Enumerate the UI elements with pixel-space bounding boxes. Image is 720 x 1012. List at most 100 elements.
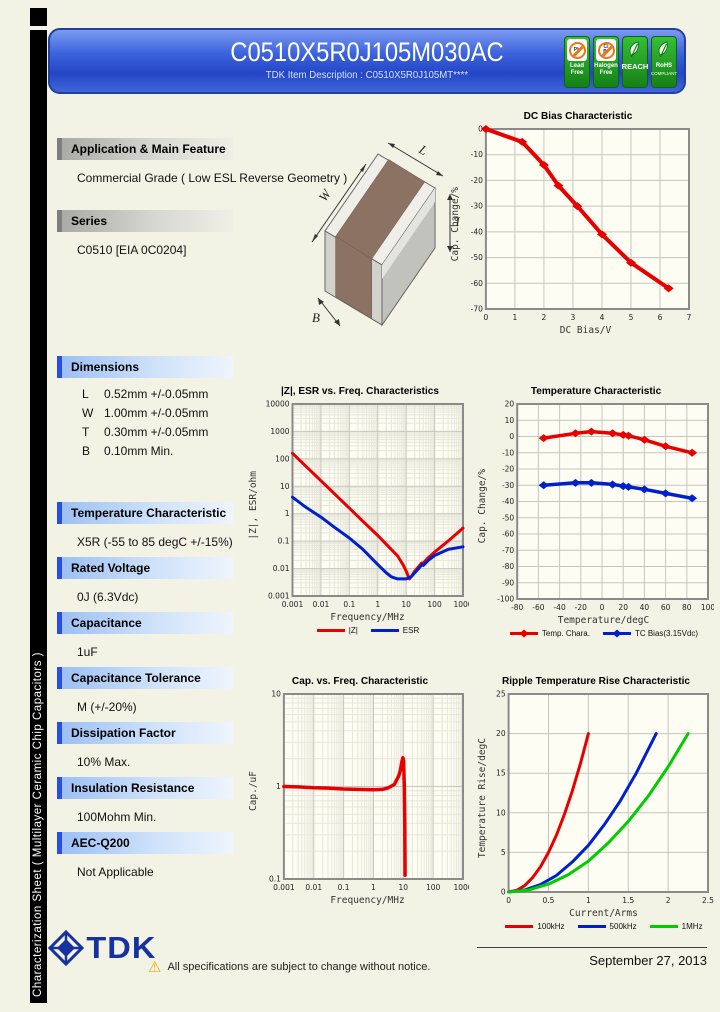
lead-free-icon: Pb (568, 41, 586, 59)
svg-text:-100: -100 (497, 595, 514, 604)
svg-text:10: 10 (280, 482, 290, 491)
section-rated-voltage: Rated Voltage 0J (6.3Vdc) (57, 557, 233, 604)
badge-reach: REACH (622, 36, 648, 88)
badge-label: Lead Free (569, 63, 584, 76)
section-insulation-resistance: Insulation Resistance 100Mohm Min. (57, 777, 233, 824)
svg-text:-30: -30 (471, 202, 483, 211)
svg-text:0.1: 0.1 (278, 537, 290, 546)
temperature-chart: Temperature Characteristic Cap. Change/%… (477, 385, 715, 638)
temp-char-body: X5R (-55 to 85 degC +/-15%) (77, 535, 233, 549)
y-axis-label: Cap. Change/% (477, 469, 488, 544)
svg-text:-60: -60 (471, 279, 483, 288)
section-capacitance-tolerance: Capacitance Tolerance M (+/-20%) (57, 667, 233, 714)
svg-text:0.001: 0.001 (273, 883, 295, 892)
svg-text:20: 20 (618, 603, 628, 612)
tdk-logo-text: TDK (86, 930, 157, 965)
svg-text:10: 10 (399, 883, 409, 892)
svg-text:25: 25 (496, 690, 506, 699)
svg-text:6: 6 (658, 313, 663, 322)
dim-label-w: W (315, 186, 334, 204)
warning-icon: ⚠ (148, 959, 162, 976)
leaf-icon (629, 41, 639, 58)
svg-text:1: 1 (375, 600, 380, 609)
chart-title: |Z|, ESR vs. Freq. Characteristics (280, 385, 440, 397)
legend-item-tc-bias-3-15vdc-: TC Bias(3.15Vdc) (602, 629, 698, 638)
svg-text:-30: -30 (502, 481, 514, 490)
dissipation-body: 10% Max. (77, 755, 131, 769)
svg-text:7: 7 (687, 313, 692, 322)
svg-text:5: 5 (629, 313, 634, 322)
svg-text:-40: -40 (502, 497, 514, 506)
svg-text:0: 0 (506, 896, 511, 905)
badge-label: REACH (621, 62, 649, 71)
svg-text:3: 3 (571, 313, 576, 322)
svg-text:-70: -70 (502, 546, 514, 555)
application-body: Commercial Grade ( Low ESL Reverse Geome… (77, 171, 348, 185)
x-axis-label: Frequency/MHz (330, 895, 405, 906)
capacitor-3d-diagram: W L T B (311, 141, 460, 327)
svg-text:10: 10 (271, 690, 281, 699)
section-title-dimensions: Dimensions (57, 356, 233, 378)
svg-text:0: 0 (501, 888, 506, 897)
cap-tolerance-body: M (+/-20%) (77, 700, 137, 714)
sidebar-bar: Characterization Sheet ( Multilayer Cera… (30, 30, 47, 1003)
x-axis-label: Temperature/degC (557, 615, 650, 626)
section-title-series: Series (57, 210, 233, 232)
svg-text:2: 2 (542, 313, 547, 322)
svg-text:-10: -10 (502, 448, 514, 457)
svg-text:5: 5 (501, 848, 506, 857)
svg-text:-60: -60 (502, 530, 514, 539)
tdk-logo: TDK (48, 930, 155, 966)
dimension-row-B: B 0.10mm Min. (82, 443, 174, 458)
section-title-capacitance: Capacitance (57, 612, 233, 634)
svg-text:15: 15 (496, 769, 506, 778)
svg-text:40: 40 (640, 603, 650, 612)
section-dimensions: Dimensions L 0.52mm +/-0.05mm W 1.00mm +/-0… (57, 356, 233, 460)
svg-text:1000: 1000 (270, 427, 289, 436)
section-application: Application & Main Feature Commercial Gr… (57, 138, 348, 185)
svg-text:2.5: 2.5 (702, 896, 714, 905)
svg-text:10: 10 (496, 808, 506, 817)
ripple-chart: Ripple Temperature Rise Characteristic T… (477, 675, 715, 931)
compliance-badges: Pb Lead Free Cl Br Halogen Free REACH RoHS COMP… (564, 36, 677, 88)
temperature-plot: -80 -60 -40 -20 0 20 40 60 80 10020100-10-20-30-4… (497, 400, 714, 613)
svg-text:1: 1 (371, 883, 376, 892)
y-axis-label: Cap./uF (248, 771, 259, 812)
section-title-rated-voltage: Rated Voltage (57, 557, 233, 579)
section-title-aec-q200: AEC-Q200 (57, 832, 233, 854)
section-capacitance: Capacitance 1uF (57, 612, 233, 659)
svg-text:1: 1 (285, 509, 290, 518)
legend-item--z-: |Z| (316, 626, 358, 635)
dimension-row-W: W 1.00mm +/-0.05mm (82, 405, 209, 420)
y-axis-label: Cap. Change/% (450, 186, 461, 262)
svg-text:20: 20 (505, 400, 515, 409)
svg-text:-10: -10 (471, 150, 483, 159)
dim-label-b: B (312, 310, 320, 325)
svg-text:-60: -60 (532, 603, 544, 612)
badge-rohs: RoHS COMPLIANT (651, 36, 677, 88)
svg-text:0.01: 0.01 (313, 600, 330, 609)
svg-text:0.1: 0.1 (269, 875, 281, 884)
svg-text:10000: 10000 (266, 400, 290, 409)
y-axis-label: |Z|, ESR/ohm (248, 470, 259, 540)
tdk-emblem-icon (48, 930, 84, 966)
footer-date: September 27, 2013 (477, 947, 707, 968)
chart-legend: |Z| ESR (263, 626, 472, 635)
svg-text:0: 0 (509, 432, 514, 441)
section-dissipation-factor: Dissipation Factor 10% Max. (57, 722, 233, 769)
svg-text:1000: 1000 (453, 883, 469, 892)
svg-text:4: 4 (600, 313, 605, 322)
section-title-insulation: Insulation Resistance (57, 777, 233, 799)
svg-text:-50: -50 (471, 253, 483, 262)
svg-text:1000: 1000 (453, 600, 469, 609)
cap-freq-plot: 0.001 0.01 0.1 1 10 100 1000 10 1 0.1 (269, 690, 469, 893)
section-temperature-characteristic: Temperature Characteristic X5R (-55 to 8… (57, 502, 233, 549)
chart-title: DC Bias Characteristic (523, 110, 633, 122)
dc-bias-plot: 0 1 2 3 4 5 6 7 0 -10 -20 -30 -40 -50 -60 -70 (471, 125, 692, 323)
svg-text:-20: -20 (575, 603, 587, 612)
capacitance-body: 1uF (77, 645, 98, 659)
svg-text:10: 10 (505, 416, 515, 425)
impedance-esr-chart: |Z|, ESR vs. Freq. Characteristics |Z|, … (248, 385, 472, 635)
section-title-application: Application & Main Feature (57, 138, 233, 160)
svg-text:0.5: 0.5 (543, 896, 555, 905)
